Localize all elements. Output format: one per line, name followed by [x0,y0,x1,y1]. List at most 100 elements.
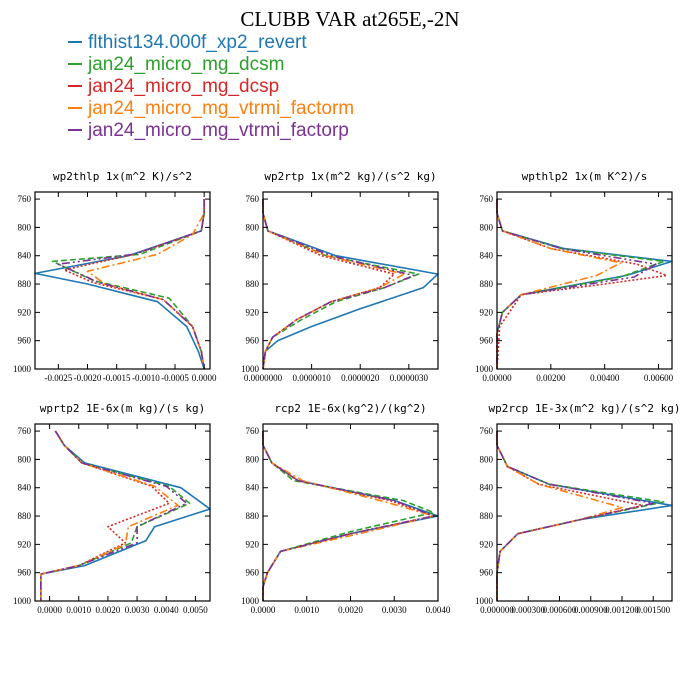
x-tick-label: 0.0000010 [292,373,331,383]
plot-frame [34,191,211,370]
panel-title: wp2rtp 1x(m^2 kg)/(s^2 kg) [264,170,436,183]
x-tick-label: 0.0000000 [244,373,283,383]
series-line [262,199,405,370]
legend-label: jan24_micro_mg_vtrmi_factorm [87,98,354,119]
x-tick-label: 0.0000 [251,605,276,615]
x-tick-label: 0.000300 [511,605,545,615]
series-line [262,431,439,601]
series-line [496,431,673,601]
x-tick-label: 0.0010 [66,605,91,615]
plot-frame [34,423,211,602]
x-tick-label: -0.0015 [103,373,131,383]
y-tick-label: 1000 [241,596,260,606]
series-line [51,199,205,370]
x-tick-label: 0.00000 [482,373,512,383]
y-tick-label: 800 [480,454,494,464]
series-line [496,431,665,601]
panel-title: wpthlp2 1x(m K^2)/s [522,170,648,183]
x-tick-label: 0.0000 [37,605,62,615]
x-tick-label: 0.000600 [543,605,577,615]
y-tick-label: 800 [18,454,32,464]
chart-panel: wp2rcp 1E-3x(m^2 kg)/(s^2 kg) 760 800 840 88… [475,402,681,615]
series-line [496,199,665,369]
x-tick-label: 0.0050 [183,605,208,615]
y-tick-label: 760 [246,426,260,436]
x-tick-label: -0.0025 [44,373,72,383]
series-line [262,431,435,601]
panel-title: rcp2 1E-6x(kg^2)/(kg^2) [274,402,426,415]
chart-panel: wp2thlp 1x(m^2 K)/s^2 760 800 840 880 920 960 1… [13,170,217,383]
figure-title: CLUBB VAR at265E,-2N [240,7,459,31]
y-tick-label: 840 [18,251,32,261]
chart-panel: wp2rtp 1x(m^2 kg)/(s^2 kg) 760 800 840 880 92… [241,170,439,383]
x-tick-label: 0.0010 [294,605,319,615]
y-tick-label: 840 [246,251,260,261]
x-tick-label: -0.0005 [161,373,189,383]
x-tick-label: 0.0030 [125,605,150,615]
y-tick-label: 920 [18,307,32,317]
series-line [496,199,657,369]
chart-panel: wpthlp2 1x(m K^2)/s 760 800 840 880 920 960 100… [475,170,674,383]
x-tick-label: 0.001500 [636,605,670,615]
y-tick-label: 800 [480,222,494,232]
series-line [86,199,205,370]
y-tick-label: 960 [18,568,32,578]
panel-title: wp2rcp 1E-3x(m^2 kg)/(s^2 kg) [488,402,680,415]
y-tick-label: 760 [246,194,260,204]
y-tick-label: 960 [480,336,494,346]
y-tick-label: 880 [18,511,32,521]
y-tick-label: 880 [246,511,260,521]
legend-label: jan24_micro_mg_vtrmi_factorp [87,120,349,141]
x-tick-label: 0.0020 [338,605,363,615]
series-line [496,431,655,601]
x-tick-label: 0.0020 [96,605,121,615]
y-tick-label: 920 [246,539,260,549]
series-line [39,430,191,601]
series-line [39,430,211,601]
y-tick-label: 920 [246,307,260,317]
chart-panel: wprtp2 1E-6x(m kg)/(s kg) 760 800 840 880 920… [13,402,211,615]
plot-frame [496,191,673,370]
x-tick-label: 0.00400 [590,373,620,383]
chart-panel: rcp2 1E-6x(kg^2)/(kg^2) 760 800 840 880 920 96… [241,402,451,615]
y-tick-label: 960 [480,568,494,578]
y-tick-label: 1000 [241,364,260,374]
y-tick-label: 760 [480,194,494,204]
y-tick-label: 1000 [13,364,32,374]
y-tick-label: 800 [246,222,260,232]
plot-frame [496,423,673,602]
y-tick-label: 760 [18,426,32,436]
x-tick-label: 0.0040 [154,605,179,615]
y-tick-label: 960 [246,568,260,578]
x-tick-label: 0.001200 [605,605,639,615]
series-line [57,199,205,370]
plot-frame [262,423,439,602]
series-line [262,199,396,370]
y-tick-label: 1000 [475,596,494,606]
x-tick-label: 0.000000 [480,605,514,615]
y-tick-label: 1000 [475,364,494,374]
plot-frame [262,191,439,370]
y-tick-label: 840 [480,251,494,261]
x-tick-label: 0.00200 [536,373,566,383]
y-tick-label: 880 [480,279,494,289]
y-tick-label: 920 [480,539,494,549]
y-tick-label: 880 [480,511,494,521]
y-tick-label: 960 [18,336,32,346]
x-tick-label: -0.0020 [74,373,102,383]
y-tick-label: 1000 [13,596,32,606]
legend-label: jan24_micro_mg_dcsm [87,54,284,75]
legend-item: jan24_micro_mg_vtrmi_factorm [68,98,354,119]
y-tick-label: 880 [18,279,32,289]
y-tick-label: 800 [246,454,260,464]
x-tick-label: 0.0000030 [390,373,429,383]
series-line [496,431,644,601]
series-line [496,199,668,370]
x-tick-label: -0.0010 [132,373,160,383]
series-line [39,430,179,601]
legend-item: flthist134.000f_xp2_revert [68,32,307,53]
y-tick-label: 960 [246,336,260,346]
x-tick-label: 0.0000 [192,373,217,383]
legend-label: flthist134.000f_xp2_revert [88,32,307,53]
